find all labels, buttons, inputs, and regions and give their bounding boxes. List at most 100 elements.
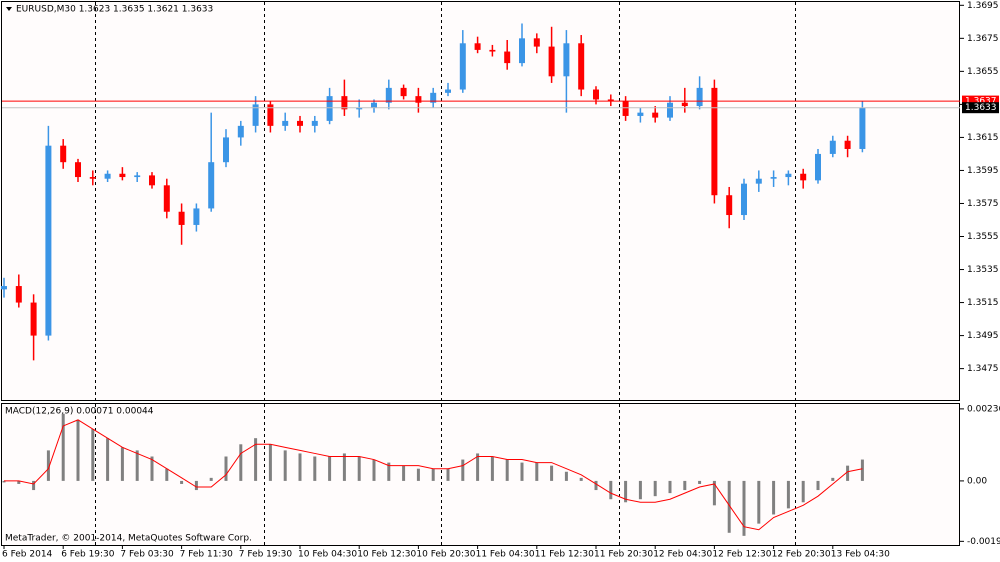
symbol-arrow xyxy=(6,7,12,11)
candle-body xyxy=(741,183,747,216)
y-tick-label: 1.3655 xyxy=(967,67,999,77)
candle-body xyxy=(459,43,466,90)
y-tick-label: 1.3555 xyxy=(967,232,999,242)
x-tick-label: 11 Feb 12:30 xyxy=(535,550,594,560)
candle-body xyxy=(267,104,274,126)
candle-body xyxy=(785,173,792,178)
candle-body xyxy=(652,112,659,118)
candle-body xyxy=(178,211,185,225)
x-tick-label: 7 Feb 19:30 xyxy=(239,550,293,560)
candle-body xyxy=(578,43,585,90)
period-separators xyxy=(95,2,796,545)
price-label: 1.3633 xyxy=(965,103,997,113)
y-tick-label: 1.3515 xyxy=(967,298,999,308)
candle-body xyxy=(252,104,259,126)
x-tick-label: 12 Feb 20:30 xyxy=(772,550,831,560)
candle-body xyxy=(548,46,555,77)
candle-body xyxy=(30,302,37,336)
y-tick-label: 1.3615 xyxy=(967,133,999,143)
candle-body xyxy=(637,112,644,116)
candle-body xyxy=(326,96,333,121)
candle-body xyxy=(696,87,703,107)
x-tick-label: 10 Feb 20:30 xyxy=(416,550,475,560)
candle-body xyxy=(667,102,673,118)
candle-body xyxy=(163,185,170,212)
x-tick-label: 10 Feb 04:30 xyxy=(298,550,357,560)
candle-body xyxy=(607,99,614,102)
candle-body xyxy=(815,153,821,181)
signal-line xyxy=(4,419,863,531)
candle-body xyxy=(593,89,599,100)
y-tick-label: 1.3475 xyxy=(967,364,999,374)
candle-body xyxy=(489,49,496,52)
candle-body xyxy=(770,177,777,179)
candle-body xyxy=(533,38,540,47)
candle-body xyxy=(208,162,215,209)
copyright: MetaTrader, © 2001-2014, MetaQuotes Soft… xyxy=(5,534,252,544)
candle-body xyxy=(622,101,629,116)
price-label-box xyxy=(962,95,999,107)
x-tick-label: 6 Feb 2014 xyxy=(2,550,53,560)
candle-body xyxy=(45,145,52,336)
candle-body xyxy=(829,140,836,154)
y-tick-label: 0.00236 xyxy=(967,404,1000,414)
candle-body xyxy=(237,125,244,138)
candle-body xyxy=(134,175,141,178)
candle-body xyxy=(755,178,762,184)
x-tick-label: 13 Feb 04:30 xyxy=(831,550,890,560)
y-tick-label: 0.00 xyxy=(967,476,987,486)
price-pane xyxy=(1,1,960,401)
x-tick-label: 11 Feb 04:30 xyxy=(476,550,535,560)
candle-body xyxy=(711,87,718,196)
candle-body xyxy=(800,173,807,181)
y-tick-label: 1.3695 xyxy=(967,1,999,11)
candle-body xyxy=(356,107,363,110)
candle-body xyxy=(297,120,303,126)
candle-body xyxy=(15,286,22,303)
x-tick-label: 6 Feb 19:30 xyxy=(61,550,115,560)
x-tick-label: 11 Feb 20:30 xyxy=(594,550,653,560)
candle-body xyxy=(371,102,377,108)
candle-body xyxy=(474,43,481,50)
price-label: 1.3637 xyxy=(965,97,997,107)
price-label-box xyxy=(962,102,999,114)
candle-body xyxy=(445,89,451,93)
y-tick-label: 1.3675 xyxy=(967,34,999,44)
x-tick-label: 12 Feb 12:30 xyxy=(712,550,771,560)
candle-body xyxy=(681,102,688,107)
candle-body xyxy=(60,145,67,163)
candle-body xyxy=(859,107,866,149)
candle-body xyxy=(844,140,851,149)
candle-body xyxy=(504,51,511,64)
candle-body xyxy=(104,173,111,179)
x-tick-label: 10 Feb 12:30 xyxy=(357,550,416,560)
candle-body xyxy=(385,87,392,103)
candle-body xyxy=(311,120,318,126)
chart-title: EURUSD,M30 1.3623 1.3635 1.3621 1.3633 xyxy=(16,5,213,15)
y-tick-label: 1.3595 xyxy=(967,166,999,176)
y-tick-label: -0.00198 xyxy=(967,537,1000,547)
macd-title: MACD(12,26,9) 0.00071 0.00044 xyxy=(5,407,154,417)
candle-body xyxy=(415,96,422,103)
candle-body xyxy=(563,43,570,77)
candle-body xyxy=(193,208,200,225)
candle-body xyxy=(1,286,7,290)
y-tick-label: 1.3575 xyxy=(967,199,999,209)
candle-body xyxy=(519,38,525,64)
candle-body xyxy=(89,177,96,179)
candle-body xyxy=(726,195,733,216)
x-tick-label: 12 Feb 04:30 xyxy=(653,550,712,560)
candle-body xyxy=(430,92,437,103)
x-tick-label: 7 Feb 03:30 xyxy=(120,550,174,560)
x-tick-label: 7 Feb 11:30 xyxy=(180,550,234,560)
candle-body xyxy=(75,162,81,178)
candle-body xyxy=(282,120,289,126)
y-tick-label: 1.3535 xyxy=(967,265,999,275)
candle-body xyxy=(119,173,126,178)
candle-body xyxy=(223,137,229,163)
candle-body xyxy=(341,96,348,110)
y-tick-label: 1.3495 xyxy=(967,331,999,341)
candle-body xyxy=(400,87,407,97)
macd-pane xyxy=(1,403,960,546)
